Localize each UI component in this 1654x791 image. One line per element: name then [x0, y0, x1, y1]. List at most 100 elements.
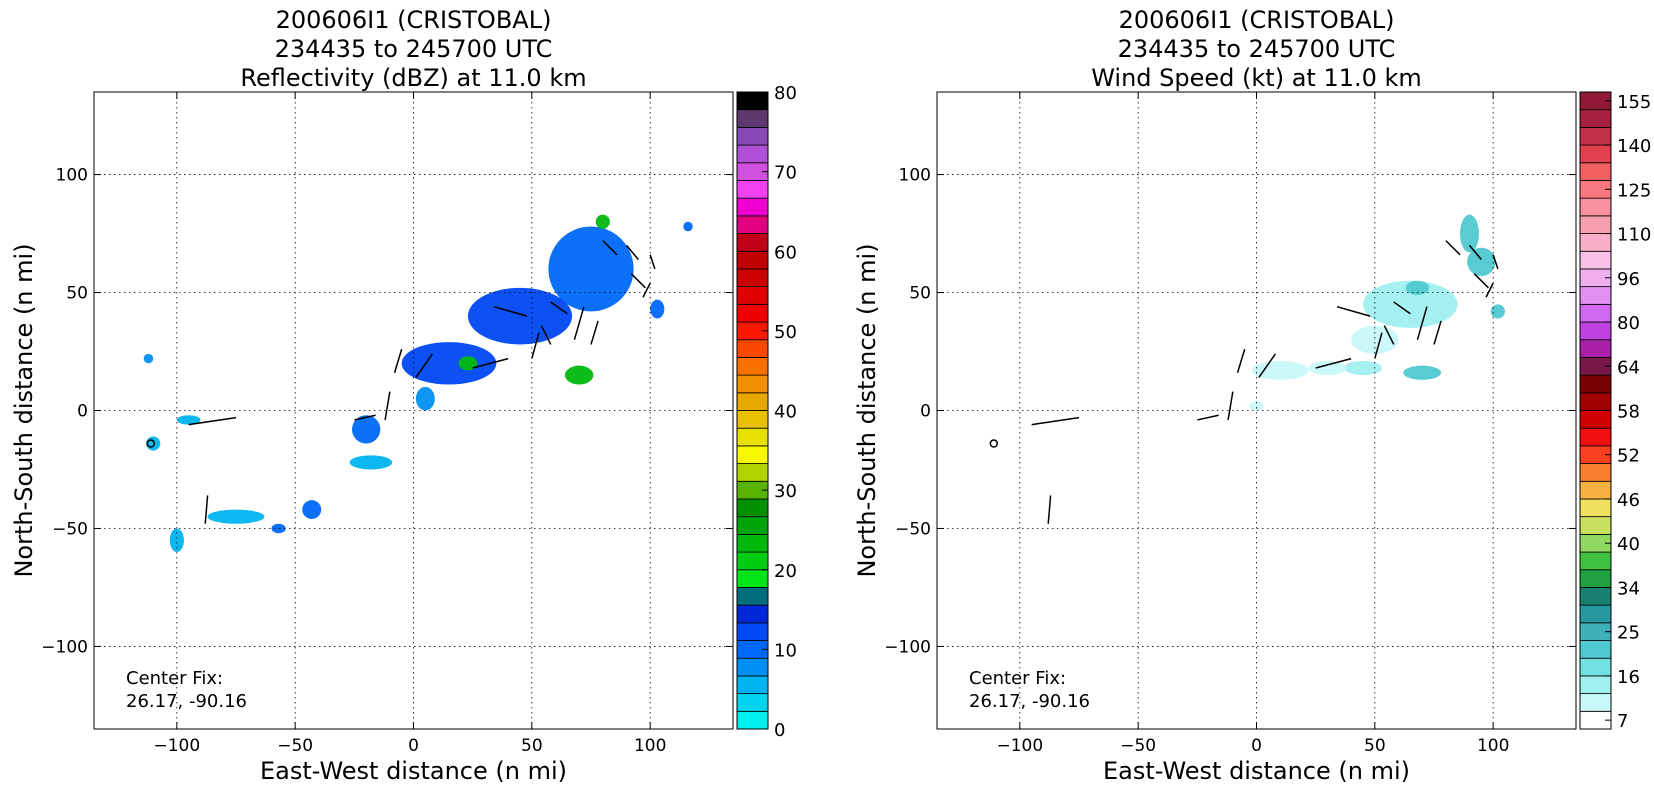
echo-region: [650, 299, 665, 319]
colorbar-segment: [1579, 109, 1612, 128]
colorbar-segment: [1579, 286, 1612, 305]
colorbar-segment: [736, 374, 769, 394]
wind-barb: [1315, 357, 1352, 369]
colorbar-segment: [736, 693, 769, 712]
echo-region: [1467, 247, 1496, 277]
echo-region: [683, 221, 693, 232]
wind-barb: [625, 244, 639, 260]
wind-barb: [573, 306, 585, 340]
y-tick-label: −100: [41, 637, 88, 657]
echo-region: [401, 342, 497, 385]
y-axis-label: North-South distance (n mi): [853, 243, 881, 577]
colorbar-segment: [736, 180, 769, 199]
echo-region: [1344, 360, 1382, 376]
y-tick-label: 0: [920, 402, 931, 422]
wind-barb: [1374, 332, 1383, 359]
colorbar-segment: [1579, 339, 1612, 358]
wind-barb: [1473, 273, 1489, 289]
colorbar-segment: [736, 233, 769, 252]
colorbar-tick-label: 60: [774, 242, 797, 263]
wind-barb: [1031, 416, 1080, 426]
echo-region: [271, 523, 286, 534]
colorbar-segment: [1579, 551, 1612, 571]
colorbar-segment: [1579, 516, 1612, 535]
wind-barb: [630, 273, 646, 289]
colorbar-segment: [1579, 250, 1612, 270]
echo-region: [595, 214, 610, 229]
echo-region: [458, 356, 478, 371]
colorbar-segment: [736, 126, 769, 146]
echo-region: [176, 415, 201, 425]
colorbar-tick-label: 46: [1617, 490, 1640, 511]
colorbar-segment: [1579, 640, 1612, 659]
colorbar-tick-label: 50: [774, 322, 797, 343]
colorbar-segment: [1579, 392, 1612, 411]
colorbar-segment: [736, 533, 769, 553]
echo-region: [1351, 325, 1399, 354]
colorbar-segment: [1579, 374, 1612, 394]
chart-title-line: Reflectivity (dBZ) at 11.0 km: [240, 64, 586, 92]
echo-region: [1249, 401, 1264, 411]
wind-barb: [472, 357, 509, 369]
wind-barb: [1393, 301, 1411, 315]
colorbar-tick-label: 0: [774, 720, 785, 741]
x-tick-label: −50: [277, 736, 313, 756]
echo-region: [1460, 214, 1479, 253]
colorbar-segment: [1579, 126, 1612, 146]
chart-title-line: 200606I1 (CRISTOBAL): [276, 6, 552, 34]
echo-region: [169, 528, 184, 553]
echo-region: [1308, 360, 1347, 376]
x-axis-label: East-West distance (n mi): [1103, 757, 1410, 785]
center-fix-annotation: 26.17, -90.16: [969, 691, 1090, 712]
wind-barb: [531, 332, 540, 359]
colorbar-tick-label: 16: [1617, 667, 1640, 688]
colorbar-tick-label: 125: [1617, 180, 1651, 201]
wind-barb: [204, 495, 209, 524]
colorbar-segment: [736, 286, 769, 305]
echo-region: [1405, 280, 1430, 295]
wind-barb: [1416, 306, 1428, 340]
colorbar-tick-label: 155: [1617, 92, 1651, 113]
x-tick-label: 100: [1477, 736, 1509, 756]
wind-barb: [540, 325, 552, 345]
echo-region: [1490, 304, 1505, 319]
colorbar-segment: [736, 410, 769, 429]
chart-title-line: 234435 to 245700 UTC: [275, 35, 553, 63]
colorbar-segment: [1579, 162, 1612, 181]
wind-barb: [393, 348, 403, 373]
center-fix-annotation: 26.17, -90.16: [126, 691, 247, 712]
colorbar: 0 10 20 30 40 50 60 70 80: [736, 83, 797, 741]
colorbar-tick-label: 96: [1617, 269, 1640, 290]
center-fix-marker: [989, 439, 999, 448]
colorbar-segment: [736, 197, 769, 217]
colorbar-segment: [1579, 144, 1612, 164]
x-tick-label: 100: [634, 736, 666, 756]
colorbar-segment: [1579, 233, 1612, 252]
chart-title-line: Wind Speed (kt) at 11.0 km: [1091, 64, 1422, 92]
x-tick-label: −100: [996, 736, 1043, 756]
colorbar-tick-label: 40: [774, 402, 797, 423]
x-tick-label: 50: [1364, 736, 1386, 756]
wind-barb: [384, 391, 391, 421]
y-tick-label: −100: [884, 637, 931, 657]
x-tick-label: 0: [408, 736, 419, 756]
wind-barb: [1236, 348, 1246, 373]
y-tick-label: 100: [56, 166, 88, 186]
wind-barb: [1197, 414, 1219, 421]
colorbar-segment: [736, 604, 769, 624]
colorbar-segment: [736, 392, 769, 411]
colorbar-segment: [736, 622, 769, 641]
colorbar-segment: [1579, 587, 1612, 606]
colorbar-segment: [736, 516, 769, 535]
colorbar-segment: [736, 268, 769, 288]
colorbar-segment: [1579, 410, 1612, 429]
colorbar-segment: [1579, 321, 1612, 341]
colorbar-tick-label: 58: [1617, 402, 1640, 423]
colorbar-segment: [1579, 604, 1612, 624]
colorbar-tick-label: 110: [1617, 225, 1651, 246]
colorbar-segment: [1579, 569, 1612, 588]
data-field: [989, 214, 1505, 524]
colorbar-segment: [736, 215, 769, 234]
